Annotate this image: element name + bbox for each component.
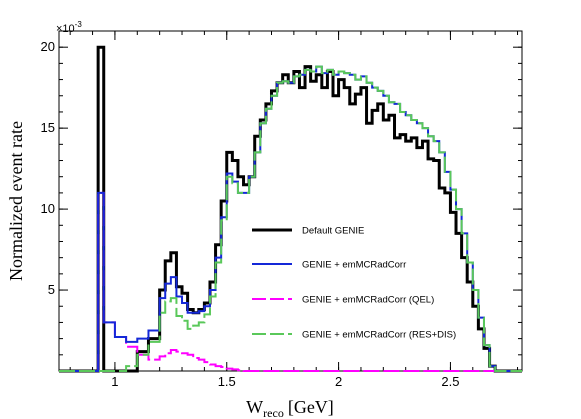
x-tick-label: 2.5 bbox=[441, 374, 459, 389]
legend-label-4: GENIE + emMCRadCorr (RES+DIS) bbox=[302, 330, 456, 341]
x-tick-label: 2 bbox=[335, 374, 342, 389]
axis-ticks: 1 1.5 2 2.5 5 10 15 20 bbox=[41, 30, 522, 389]
legend-label-1: Default GENIE bbox=[302, 226, 364, 237]
y-tick-label: 5 bbox=[48, 282, 55, 297]
series-line-1 bbox=[59, 45, 522, 373]
y-tick-label: 10 bbox=[41, 201, 55, 216]
legend-label-3: GENIE + emMCRadCorr (QEL) bbox=[302, 295, 434, 306]
y-multiplier: ×10-3 bbox=[56, 20, 82, 35]
series-line-3 bbox=[59, 191, 522, 372]
x-axis-title-sub: reco bbox=[263, 406, 284, 419]
y-multiplier-base: ×10 bbox=[56, 23, 75, 35]
series-line-4 bbox=[59, 65, 522, 372]
series-line-2 bbox=[59, 65, 522, 372]
y-tick-label: 20 bbox=[41, 39, 55, 54]
x-axis-title: Wreco [GeV] bbox=[246, 397, 334, 419]
x-tick-label: 1.5 bbox=[218, 374, 236, 389]
x-axis-title-main: W bbox=[246, 397, 263, 417]
series-layer bbox=[59, 45, 522, 373]
x-axis-title-unit: [GeV] bbox=[288, 397, 334, 417]
y-tick-label: 15 bbox=[41, 120, 55, 135]
y-multiplier-exp: -3 bbox=[75, 20, 83, 29]
legend: Default GENIE GENIE + emMCRadCorr GENIE + … bbox=[252, 226, 456, 341]
y-axis-title: Normalized event rate bbox=[6, 121, 26, 281]
x-tick-label: 1 bbox=[111, 374, 118, 389]
legend-label-2: GENIE + emMCRadCorr bbox=[302, 260, 406, 271]
